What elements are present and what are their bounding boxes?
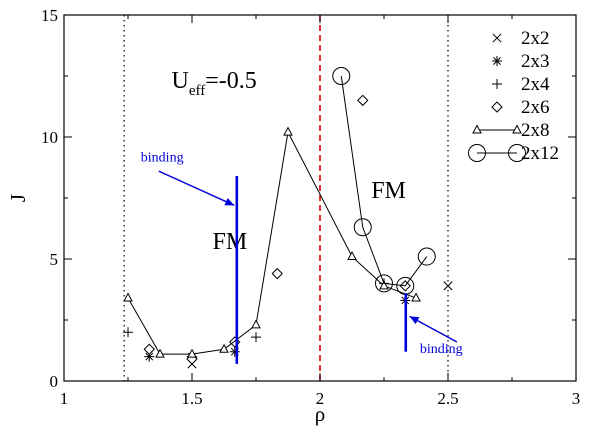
binding-left-arrowhead: [224, 197, 235, 206]
point-2x12-1: [353, 218, 372, 237]
series-2x8: [123, 126, 421, 358]
point-2x12-4: [417, 247, 436, 266]
legend-item-2x4: 2x4: [492, 74, 550, 95]
point-2x12-0: [332, 67, 351, 85]
y-axis-label: J: [6, 194, 30, 202]
annotations: Ueff=-0.5 FM FM binding binding: [141, 68, 463, 364]
x-tick-label-0: 1: [60, 389, 69, 408]
x-tick-label-3: 2.5: [437, 389, 458, 408]
point-2x8-5: [283, 126, 293, 136]
point-2x8-3: [219, 343, 229, 353]
point-2x8-8: [411, 292, 421, 302]
y-tick-label-0: 0: [50, 372, 59, 391]
binding-right-label: binding: [420, 342, 463, 357]
point-2x8-0: [123, 292, 133, 302]
point-2x4-2: [251, 332, 261, 343]
point-2x3-0: [144, 351, 155, 362]
series-line-2x12: [340, 75, 428, 287]
axes: 1 1.5 2 2.5 3 0 5 10 15 ρ J: [6, 6, 580, 426]
legend-label-2x8: 2x8: [521, 120, 550, 141]
legend-marker-2x4: [492, 79, 502, 89]
x-axis-label: ρ: [315, 402, 325, 426]
point-2x6-0: [143, 343, 155, 355]
annotation-binding-left: binding: [141, 150, 239, 364]
annotation-fm-right: FM: [371, 178, 406, 204]
binding-right-arrowhead: [409, 316, 420, 325]
point-2x6-3: [271, 267, 283, 280]
reference-lines: [123, 15, 449, 381]
legend-marker-left-2x12: [468, 144, 486, 162]
legend-label-2x12: 2x12: [521, 143, 559, 164]
point-2x8-4: [251, 319, 261, 329]
binding-left-label: binding: [141, 150, 184, 165]
x-tick-label-2: 2: [316, 389, 325, 408]
point-2x8-7: [379, 280, 389, 290]
legend-marker-left-2x8: [472, 124, 482, 134]
point-2x12-2: [375, 274, 393, 293]
annotation-ueff: Ueff=-0.5: [172, 68, 257, 99]
point-2x8-1: [155, 348, 165, 358]
legend-marker-right-2x12: [508, 144, 526, 162]
point-2x3-2: [229, 346, 240, 357]
point-2x6-4: [357, 94, 369, 107]
y-tick-label-3: 15: [41, 6, 58, 25]
series-2x12: [332, 67, 436, 295]
legend-item-2x12: 2x12: [468, 143, 559, 164]
x-tick-label-1: 1.5: [181, 389, 202, 408]
point-2x8-6: [347, 250, 357, 261]
legend-label-2x3: 2x3: [521, 51, 550, 72]
point-2x2-1: [443, 281, 453, 291]
legend-item-2x3: 2x3: [492, 51, 550, 72]
annotation-binding-right: binding: [404, 293, 463, 357]
legend-label-2x6: 2x6: [521, 97, 550, 118]
legend-marker-2x3: [492, 56, 502, 66]
binding-left-arrow: [158, 170, 235, 206]
legend-marker-2x6: [491, 101, 503, 113]
legend-label-2x2: 2x2: [521, 28, 550, 49]
legend-marker-2x2: [492, 33, 502, 43]
y-tick-label-1: 5: [50, 250, 59, 269]
point-2x4-0: [123, 327, 133, 338]
y-tick-label-2: 10: [41, 128, 58, 147]
legend-marker-right-2x8: [512, 124, 522, 134]
legend-item-2x2: 2x2: [492, 28, 550, 49]
x-tick-label-4: 3: [572, 389, 581, 408]
legend-item-2x6: 2x6: [491, 97, 550, 118]
point-2x8-2: [187, 348, 197, 358]
annotation-fm-left: FM: [212, 229, 247, 255]
legend-label-2x4: 2x4: [521, 74, 550, 95]
legend-item-2x8: 2x8: [472, 120, 550, 141]
